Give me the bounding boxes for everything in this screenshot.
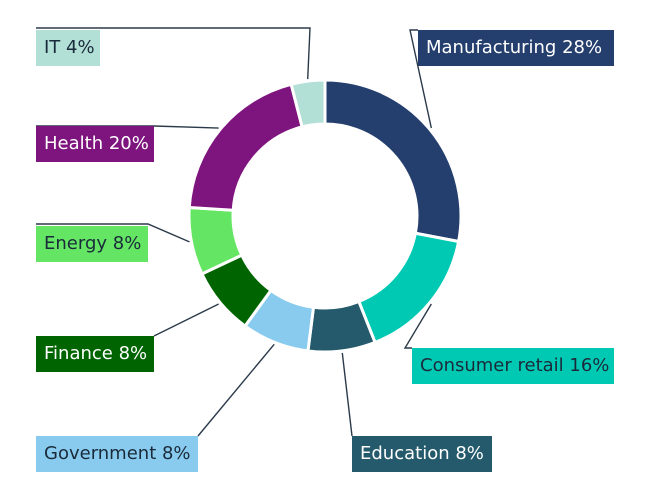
slice-manufacturing — [323, 78, 463, 243]
slice-it — [289, 78, 327, 129]
leader-line-energy — [36, 223, 190, 243]
donut-slices — [187, 78, 463, 354]
callout-education: Education 8% — [352, 436, 492, 472]
leader-line-finance — [153, 303, 219, 337]
leader-line-manufacturing — [409, 29, 433, 129]
leader-line-it — [36, 27, 311, 80]
callout-government: Government 8% — [36, 436, 198, 472]
leader-lines — [36, 27, 433, 437]
callout-it: IT 4% — [36, 30, 100, 66]
callout-energy: Energy 8% — [36, 226, 148, 262]
slice-consumer-retail — [357, 231, 461, 344]
callout-manufacturing: Manufacturing 28% — [418, 30, 614, 66]
callout-health: Health 20% — [36, 126, 154, 162]
leader-line-government — [197, 343, 275, 437]
leader-line-consumer-retail — [403, 303, 432, 349]
leader-line-education — [341, 352, 353, 437]
callout-finance: Finance 8% — [36, 336, 154, 372]
slice-health — [187, 82, 304, 212]
callout-consumer-retail: Consumer retail 16% — [412, 348, 614, 384]
